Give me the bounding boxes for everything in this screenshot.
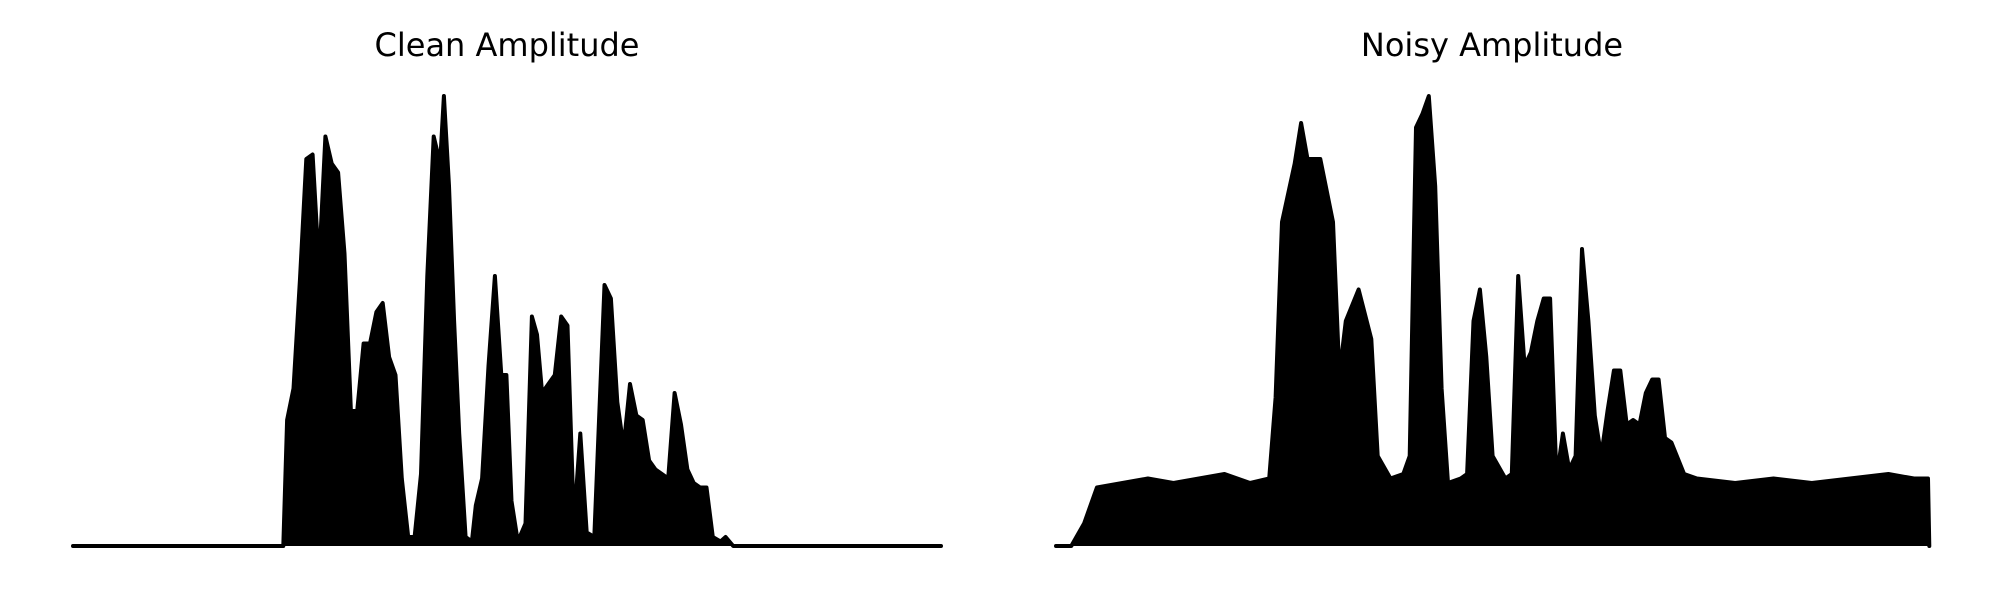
chart-title: Noisy Amplitude [1361,26,1623,64]
amplitude-area [1054,94,1932,548]
chart-title: Clean Amplitude [375,26,640,64]
amplitude-area [71,94,943,548]
